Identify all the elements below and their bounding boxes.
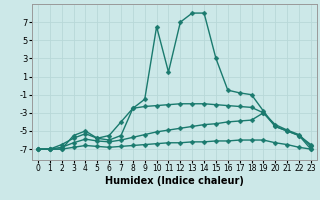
X-axis label: Humidex (Indice chaleur): Humidex (Indice chaleur) bbox=[105, 176, 244, 186]
